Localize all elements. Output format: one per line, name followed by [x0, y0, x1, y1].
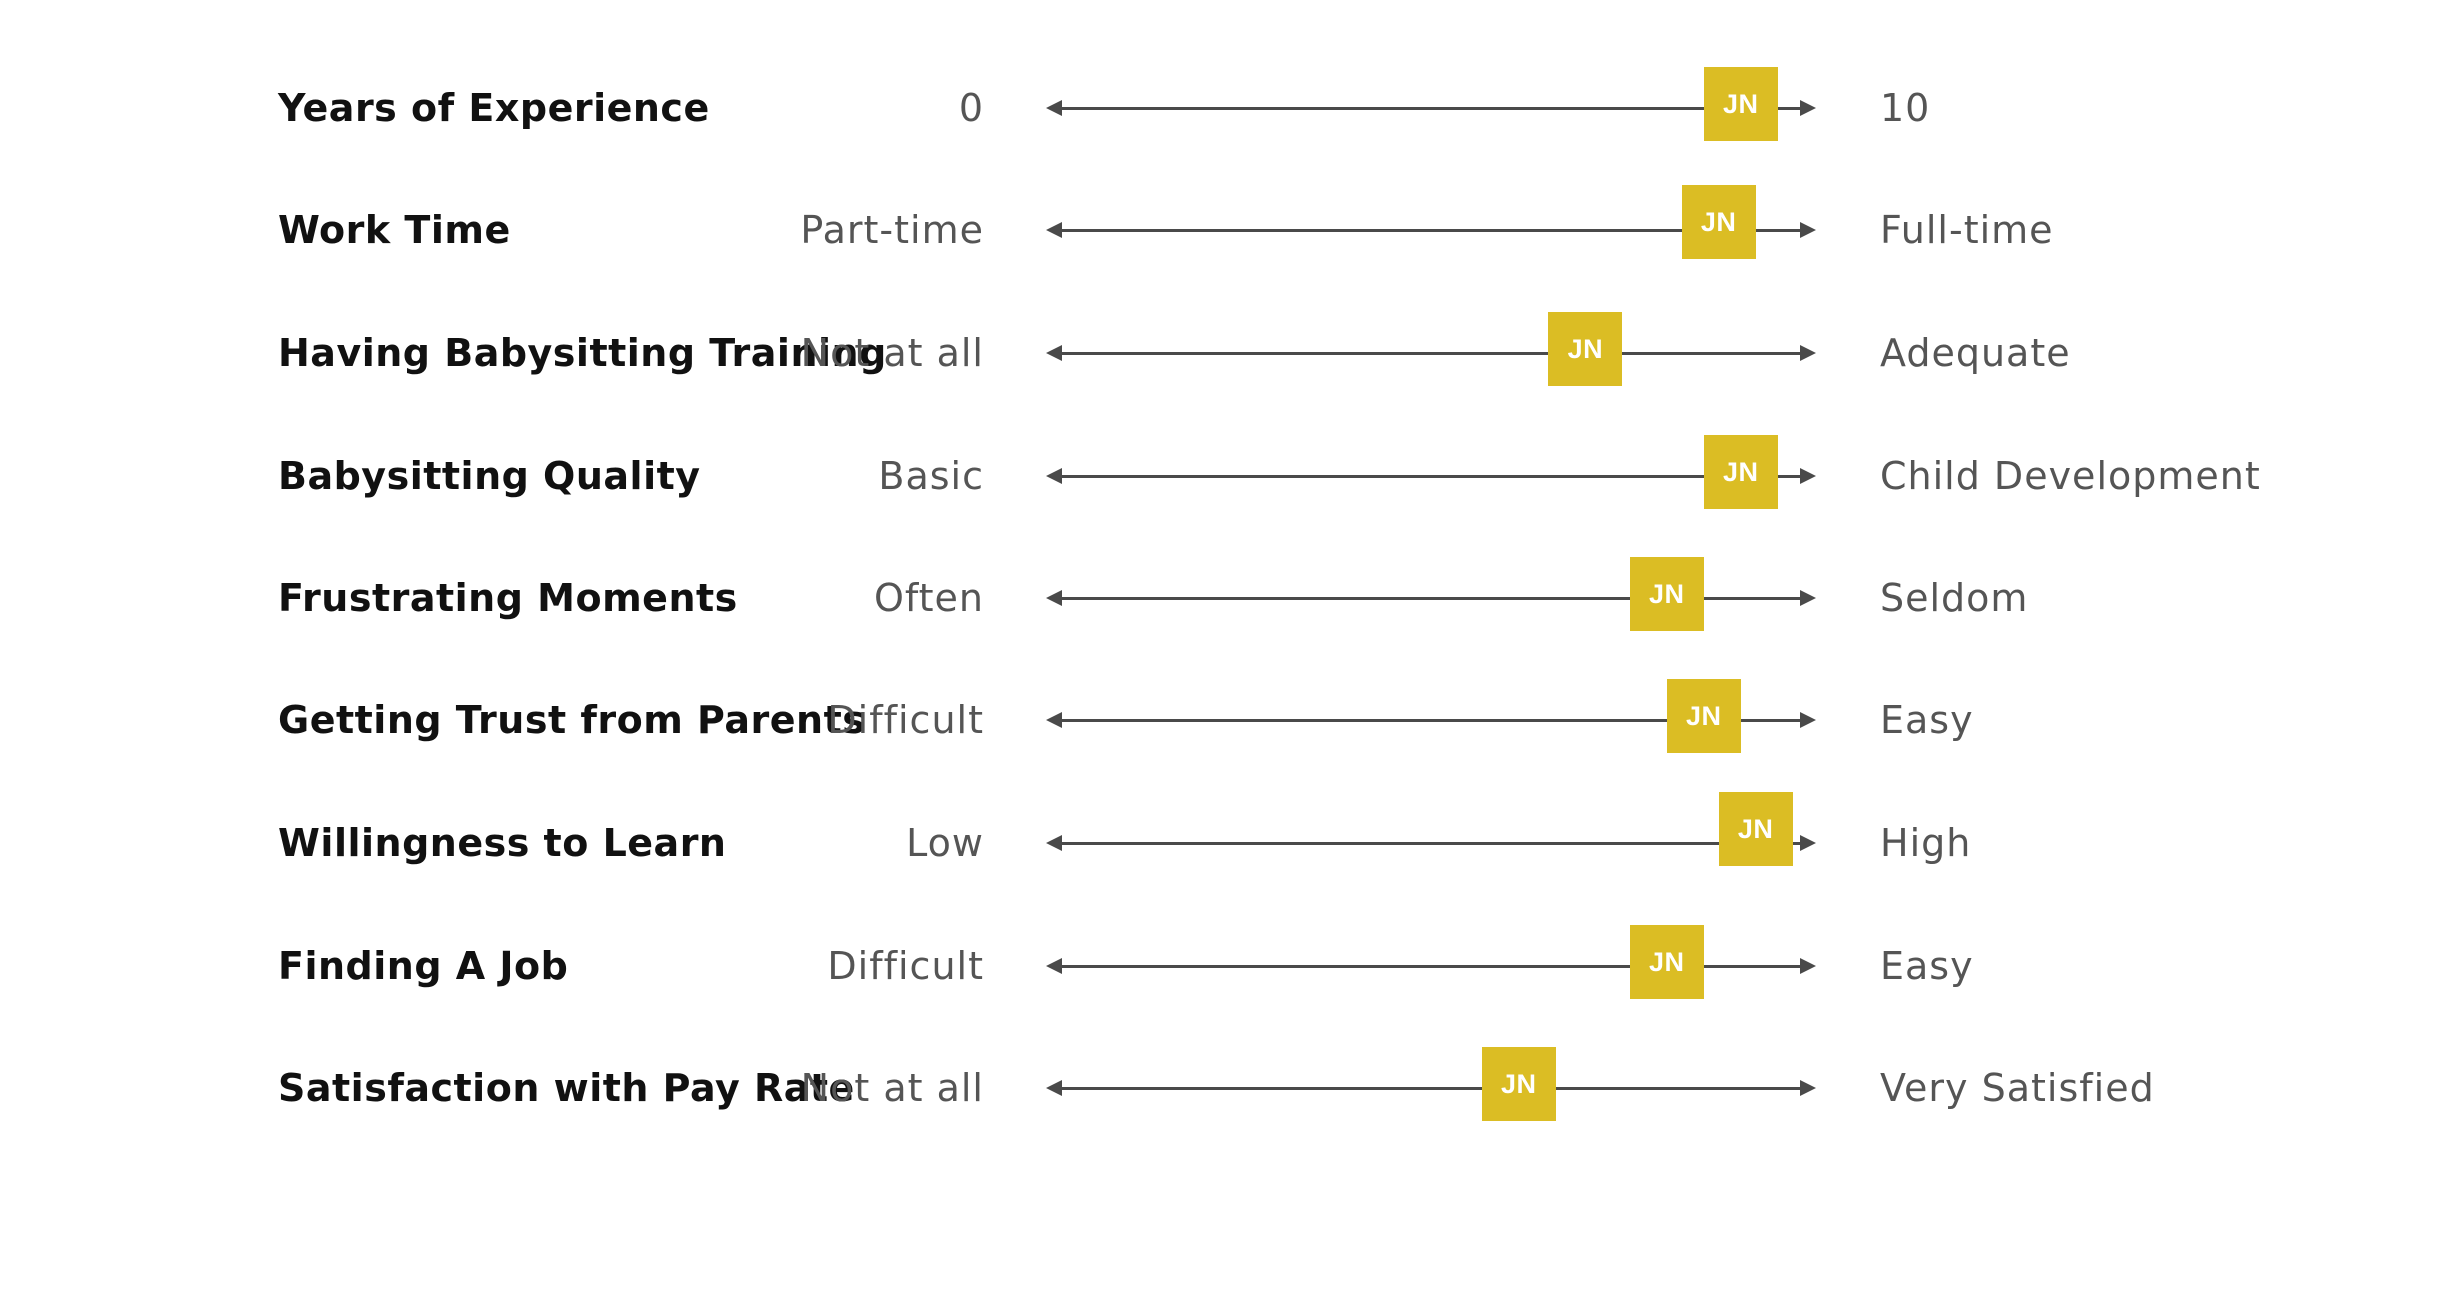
- arrow-right-icon: [1800, 222, 1816, 238]
- scale-min-label: Often: [874, 576, 984, 620]
- scale-axis-line: [1060, 842, 1800, 845]
- arrow-right-icon: [1800, 1080, 1816, 1096]
- attribute-label: Finding A Job: [278, 944, 569, 988]
- scale-min-label: Not at all: [800, 1066, 984, 1110]
- scale-axis-line: [1060, 597, 1800, 600]
- scale-min-label: Low: [906, 821, 984, 865]
- attribute-label: Work Time: [278, 208, 511, 252]
- scale-min-label: Part-time: [800, 208, 984, 252]
- scale-min-label: Difficult: [827, 944, 984, 988]
- attribute-label: Years of Experience: [278, 86, 710, 130]
- arrow-left-icon: [1046, 958, 1062, 974]
- attribute-label: Frustrating Moments: [278, 576, 738, 620]
- scale-row: Getting Trust from Parents Difficult JN Eas…: [0, 660, 2450, 780]
- scale-axis-line: [1060, 475, 1800, 478]
- arrow-right-icon: [1800, 345, 1816, 361]
- scale-max-label: Child Development: [1880, 454, 2261, 498]
- scale-row: Babysitting Quality Basic JN Child Developm…: [0, 416, 2450, 536]
- arrow-right-icon: [1800, 958, 1816, 974]
- score-marker: JN: [1629, 925, 1704, 999]
- scale-axis-line: [1060, 965, 1800, 968]
- scale-max-label: 10: [1880, 86, 1931, 130]
- scale-axis-line: [1060, 107, 1800, 110]
- scale-row: Work Time Part-time JN Full-time: [0, 170, 2450, 290]
- attribute-label: Getting Trust from Parents: [278, 698, 866, 742]
- scale-max-label: Adequate: [1880, 331, 2071, 375]
- arrow-right-icon: [1800, 590, 1816, 606]
- scale-max-label: Easy: [1880, 944, 1974, 988]
- scale-min-label: Difficult: [827, 698, 984, 742]
- scale-min-label: Basic: [878, 454, 984, 498]
- arrow-right-icon: [1800, 468, 1816, 484]
- arrow-left-icon: [1046, 712, 1062, 728]
- scale-row: Satisfaction with Pay Rate Not at all JN Ve…: [0, 1028, 2450, 1148]
- scale-axis-line: [1060, 229, 1800, 232]
- scale-axis-line: [1060, 1087, 1800, 1090]
- attribute-label: Satisfaction with Pay Rate: [278, 1066, 855, 1110]
- scale-row: Years of Experience 0 JN 10: [0, 48, 2450, 168]
- score-marker: JN: [1703, 435, 1778, 509]
- score-marker: JN: [1548, 312, 1623, 386]
- score-marker: JN: [1666, 679, 1741, 753]
- scale-row: Willingness to Learn Low JN High: [0, 783, 2450, 903]
- arrow-left-icon: [1046, 222, 1062, 238]
- arrow-left-icon: [1046, 1080, 1062, 1096]
- scale-min-label: 0: [958, 86, 984, 130]
- scale-max-label: Seldom: [1880, 576, 2029, 620]
- scale-max-label: Very Satisfied: [1880, 1066, 2155, 1110]
- scale-row: Frustrating Moments Often JN Seldom: [0, 538, 2450, 658]
- score-marker: JN: [1718, 792, 1793, 866]
- arrow-right-icon: [1800, 100, 1816, 116]
- arrow-left-icon: [1046, 590, 1062, 606]
- arrow-left-icon: [1046, 345, 1062, 361]
- scale-max-label: Easy: [1880, 698, 1974, 742]
- arrow-left-icon: [1046, 100, 1062, 116]
- arrow-right-icon: [1800, 835, 1816, 851]
- arrow-right-icon: [1800, 712, 1816, 728]
- scale-axis-line: [1060, 352, 1800, 355]
- attribute-label: Babysitting Quality: [278, 454, 701, 498]
- attribute-label: Having Babysitting Training: [278, 331, 887, 375]
- scale-row: Having Babysitting Training Not at all JN A…: [0, 293, 2450, 413]
- scale-max-label: Full-time: [1880, 208, 2054, 252]
- arrow-left-icon: [1046, 835, 1062, 851]
- scale-min-label: Not at all: [800, 331, 984, 375]
- score-marker: JN: [1681, 185, 1756, 259]
- scale-row: Finding A Job Difficult JN Easy: [0, 906, 2450, 1026]
- score-marker: JN: [1481, 1047, 1556, 1121]
- score-marker: JN: [1629, 557, 1704, 631]
- scale-max-label: High: [1880, 821, 1972, 865]
- attribute-label: Willingness to Learn: [278, 821, 727, 865]
- score-marker: JN: [1703, 67, 1778, 141]
- scale-axis-line: [1060, 719, 1800, 722]
- arrow-left-icon: [1046, 468, 1062, 484]
